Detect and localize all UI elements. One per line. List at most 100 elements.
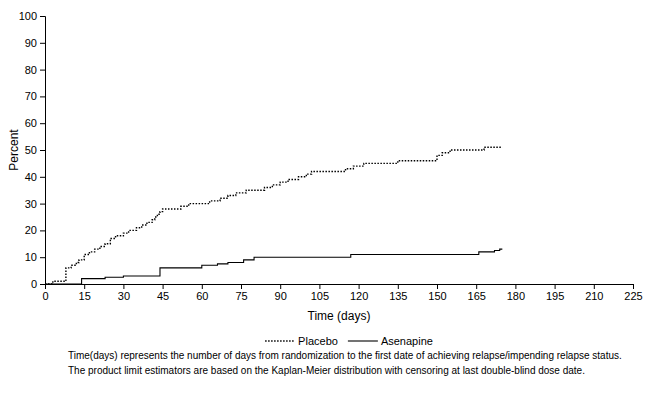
plot-lines: [45, 147, 502, 284]
y-axis-title: Percent: [7, 129, 21, 171]
x-tick-mark: [594, 284, 595, 289]
y-tick-mark: [40, 284, 45, 285]
x-tick-label: 90: [275, 290, 287, 302]
y-tick-label: 30: [25, 198, 37, 210]
x-tick-label: 165: [468, 290, 486, 302]
x-tick-mark: [241, 284, 242, 289]
x-tick: 225: [624, 284, 642, 302]
y-tick-mark: [40, 43, 45, 44]
footnote: Time(days) represents the number of days…: [68, 350, 622, 361]
x-tick: 15: [79, 284, 91, 302]
x-tick-mark: [359, 284, 360, 289]
y-tick-label: 70: [25, 90, 37, 102]
y-tick: 90: [25, 37, 45, 49]
y-tick-mark: [40, 16, 45, 17]
x-tick: 60: [196, 284, 208, 302]
x-axis: 0 15 30 45 60 75 90 105 120 135 150 165 180 195 210 225: [42, 284, 642, 302]
y-tick-mark: [40, 70, 45, 71]
x-tick: 150: [428, 284, 446, 302]
y-tick: 80: [25, 64, 45, 76]
y-tick: 0: [31, 278, 45, 290]
series-line: [45, 249, 502, 284]
y-tick-label: 60: [25, 117, 37, 129]
x-axis-title: Time (days): [308, 309, 371, 323]
x-tick: 75: [235, 284, 247, 302]
x-tick-label: 150: [428, 290, 446, 302]
y-tick-mark: [40, 177, 45, 178]
x-tick-label: 105: [311, 290, 329, 302]
y-tick: 40: [25, 171, 45, 183]
y-tick-mark: [40, 257, 45, 258]
x-tick-label: 195: [546, 290, 564, 302]
y-tick-label: 0: [31, 278, 37, 290]
y-tick-mark: [40, 230, 45, 231]
x-tick: 135: [389, 284, 407, 302]
legend-swatch: [348, 340, 378, 341]
x-tick-label: 60: [196, 290, 208, 302]
x-axis-line: [46, 285, 634, 290]
x-tick: 180: [507, 284, 525, 302]
y-tick-label: 80: [25, 64, 37, 76]
footnotes: Time(days) represents the number of days…: [68, 350, 622, 376]
y-tick-label: 90: [25, 37, 37, 49]
legend-item: Placebo: [265, 335, 338, 347]
y-tick-label: 100: [19, 10, 37, 22]
legend: Placebo Asenapine: [265, 335, 433, 347]
x-tick: 105: [311, 284, 329, 302]
x-tick-mark: [398, 284, 399, 289]
y-tick-label: 20: [25, 224, 37, 236]
legend-item: Asenapine: [348, 335, 433, 347]
y-tick-mark: [40, 204, 45, 205]
x-tick-label: 180: [507, 290, 525, 302]
legend-label: Asenapine: [381, 335, 433, 347]
x-tick-label: 225: [624, 290, 642, 302]
y-axis-line: [40, 17, 46, 285]
x-tick-label: 0: [42, 290, 48, 302]
x-tick-mark: [515, 284, 516, 289]
x-tick: 30: [118, 284, 130, 302]
legend-label: Placebo: [298, 335, 338, 347]
y-tick: 10: [25, 251, 45, 263]
x-tick-mark: [633, 284, 634, 289]
x-tick-mark: [437, 284, 438, 289]
y-tick-mark: [40, 150, 45, 151]
chart: 0 15 30 45 60 75 90 105 120 135 150 165 180 195 210 225…: [0, 0, 667, 395]
x-tick-label: 15: [79, 290, 91, 302]
x-tick-mark: [84, 284, 85, 289]
y-tick: 30: [25, 198, 45, 210]
footnote: The product limit estimators are based o…: [68, 365, 585, 376]
x-tick-label: 75: [235, 290, 247, 302]
x-tick-label: 30: [118, 290, 130, 302]
y-tick-mark: [40, 96, 45, 97]
legend-swatch: [265, 340, 295, 341]
y-tick-label: 50: [25, 144, 37, 156]
x-tick-label: 210: [585, 290, 603, 302]
y-tick: 20: [25, 224, 45, 236]
y-tick-label: 40: [25, 171, 37, 183]
series-line: [45, 147, 502, 284]
x-tick-label: 135: [389, 290, 407, 302]
y-axis: 0 10 20 30 40 50 60 70 80 90 100: [19, 10, 46, 290]
y-tick: 50: [25, 144, 45, 156]
x-tick-label: 120: [350, 290, 368, 302]
x-tick-mark: [476, 284, 477, 289]
y-tick-mark: [40, 123, 45, 124]
x-tick: 195: [546, 284, 564, 302]
y-tick-label: 10: [25, 251, 37, 263]
x-tick: 165: [468, 284, 486, 302]
x-tick: 0: [42, 284, 48, 302]
y-tick: 70: [25, 90, 45, 102]
x-tick-mark: [280, 284, 281, 289]
x-tick-label: 45: [157, 290, 169, 302]
x-tick-mark: [123, 284, 124, 289]
x-tick-mark: [163, 284, 164, 289]
x-tick: 120: [350, 284, 368, 302]
y-tick: 60: [25, 117, 45, 129]
x-tick-mark: [202, 284, 203, 289]
x-tick: 90: [275, 284, 287, 302]
x-tick: 45: [157, 284, 169, 302]
y-tick: 100: [19, 10, 45, 22]
x-tick-mark: [319, 284, 320, 289]
x-tick: 210: [585, 284, 603, 302]
x-tick-mark: [555, 284, 556, 289]
